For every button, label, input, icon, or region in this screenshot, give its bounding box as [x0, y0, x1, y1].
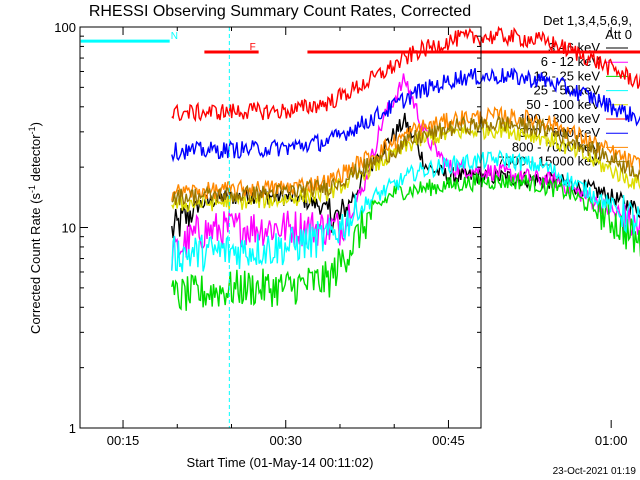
y-axis-label: Corrected Count Rate (s-1 detector-1) [27, 122, 43, 334]
y-axis-label-part: detector [28, 134, 43, 185]
series-line [171, 112, 640, 239]
plot-frame [79, 26, 482, 429]
y-tick-label: 100 [54, 20, 76, 35]
legend-entry-label: 50 - 100 keV [526, 97, 600, 112]
legend-header-line1: Det 1,3,4,5,6,9, [543, 13, 632, 28]
x-tick-label: 00:30 [269, 433, 302, 448]
series-line [171, 115, 640, 206]
legend-entry-label: 12 - 25 keV [534, 68, 601, 83]
x-tick-label: 01:00 [595, 433, 628, 448]
y-axis-label-part: ) [28, 122, 43, 126]
y-axis-label-part: -1 [27, 185, 37, 193]
footer-timestamp: 23-Oct-2021 01:19 [553, 466, 637, 477]
chart-title: RHESSI Observing Summary Count Rates, Co… [89, 3, 471, 20]
y-tick-label: 1 [69, 421, 76, 436]
y-axis-label-part: Corrected Count Rate (s [28, 193, 43, 334]
series-line [171, 67, 640, 163]
flag-layer: NF [80, 31, 640, 54]
flag-label: N [171, 31, 178, 42]
x-tick-label: 00:15 [107, 433, 140, 448]
series-line [171, 149, 640, 273]
series-line [171, 25, 640, 123]
legend-entry-label: 7000 - 15000 keV [497, 154, 600, 169]
flag-label: F [250, 42, 256, 53]
legend-header-line2: Att 0 [605, 27, 632, 42]
y-axis: 1 10 100 [54, 20, 481, 436]
y-axis-label-part: -1 [27, 126, 37, 134]
time-marker-layer [228, 27, 230, 428]
x-tick-label: 00:45 [432, 433, 465, 448]
series-layer [171, 25, 640, 311]
y-tick-label: 10 [62, 221, 76, 236]
x-axis-label: Start Time (01-May-14 00:11:02) [187, 455, 374, 470]
legend-entry-label: 6 - 12 keV [541, 54, 601, 69]
